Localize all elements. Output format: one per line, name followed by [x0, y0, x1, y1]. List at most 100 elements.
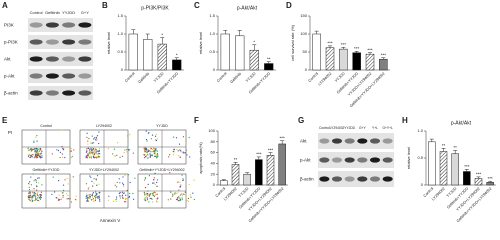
- blot-band: [78, 22, 92, 28]
- event-dot: [86, 157, 89, 159]
- significance-label: ***: [476, 172, 482, 177]
- event-dot: [193, 179, 195, 181]
- event-dot: [118, 192, 120, 195]
- error-bar: [280, 140, 285, 144]
- blot-band: [319, 157, 330, 163]
- event-dot: [28, 191, 30, 193]
- event-dot: [33, 141, 35, 144]
- significance-label: ***: [354, 46, 360, 51]
- event-dot: [56, 149, 58, 151]
- event-dot: [52, 176, 54, 178]
- event-dot: [87, 143, 89, 145]
- event-dot: [180, 150, 182, 152]
- event-dot: [36, 156, 39, 159]
- event-dot: [123, 152, 125, 154]
- event-dot: [89, 195, 91, 198]
- event-dot: [175, 137, 178, 139]
- event-dot: [157, 155, 159, 157]
- event-dot: [34, 156, 36, 158]
- event-dot: [34, 147, 36, 150]
- lane-label: YYJDD: [344, 126, 355, 130]
- event-dot: [146, 197, 148, 199]
- event-dot: [86, 199, 89, 201]
- event-dot: [33, 157, 35, 159]
- event-dot: [156, 138, 159, 140]
- y-tick-label: 0.5: [117, 49, 123, 54]
- bar: [325, 47, 335, 71]
- event-dot: [39, 149, 41, 151]
- event-dot: [91, 180, 93, 182]
- event-dot: [89, 150, 92, 152]
- x-tick-label: YYJDD: [446, 186, 458, 198]
- event-dot: [126, 151, 128, 153]
- row-label: p-Akt: [300, 158, 311, 163]
- error-bar: [174, 57, 179, 60]
- event-dot: [98, 194, 101, 197]
- event-dot: [187, 197, 190, 200]
- event-dot: [169, 154, 171, 156]
- chart-title: p-Akt/Akt: [451, 120, 472, 126]
- y-tick-label: 0: [213, 182, 216, 187]
- event-dot: [146, 198, 149, 200]
- event-dot: [61, 146, 63, 148]
- event-dot: [86, 155, 88, 157]
- event-dot: [93, 147, 95, 150]
- event-dot: [113, 155, 115, 157]
- event-dot: [90, 176, 92, 178]
- y-tick-label: 60: [211, 150, 216, 155]
- event-dot: [95, 156, 97, 158]
- event-dot: [96, 153, 98, 155]
- event-dot: [122, 176, 124, 178]
- event-dot: [183, 193, 185, 195]
- plot-title: Control: [40, 124, 52, 128]
- event-dot: [127, 135, 129, 137]
- event-dot: [86, 200, 88, 202]
- event-dot: [153, 177, 155, 179]
- bar: [266, 155, 275, 186]
- event-dot: [94, 198, 97, 201]
- event-dot: [67, 195, 69, 197]
- event-dot: [91, 135, 93, 137]
- event-dot: [62, 192, 65, 194]
- event-dot: [91, 194, 93, 197]
- event-dot: [92, 192, 95, 194]
- error-bar: [464, 169, 469, 172]
- row-label: Akt: [4, 57, 11, 62]
- event-dot: [179, 181, 181, 184]
- event-dot: [126, 198, 128, 200]
- event-dot: [92, 153, 94, 156]
- event-dot: [144, 155, 147, 158]
- significance-label: **: [442, 143, 446, 148]
- event-dot: [87, 198, 89, 200]
- event-dot: [114, 155, 117, 157]
- blot-band: [357, 138, 368, 144]
- event-dot: [193, 198, 195, 201]
- y-axis-label: cell survival rate (%): [290, 24, 295, 61]
- significance-label: *: [161, 32, 163, 37]
- event-dot: [66, 198, 68, 200]
- event-dot: [146, 195, 148, 197]
- event-dot: [58, 198, 60, 200]
- event-dot: [94, 139, 97, 141]
- event-dot: [93, 153, 95, 155]
- lane-label: Gefitinib: [45, 10, 60, 15]
- event-dot: [85, 197, 87, 199]
- event-dot: [156, 179, 159, 181]
- event-dot: [36, 189, 38, 191]
- bar: [312, 33, 321, 71]
- event-dot: [38, 150, 40, 152]
- y-tick-label: 0.5: [417, 155, 423, 160]
- blot-band: [29, 73, 43, 79]
- event-dot: [70, 201, 73, 203]
- error-bar: [341, 47, 346, 50]
- event-dot: [132, 152, 134, 154]
- event-dot: [30, 184, 33, 186]
- event-dot: [35, 136, 37, 138]
- event-dot: [69, 150, 71, 152]
- bar: [255, 159, 263, 186]
- event-dot: [94, 152, 96, 154]
- event-dot: [177, 192, 179, 194]
- event-dot: [94, 199, 97, 202]
- event-dot: [99, 156, 101, 158]
- event-dot: [92, 185, 94, 187]
